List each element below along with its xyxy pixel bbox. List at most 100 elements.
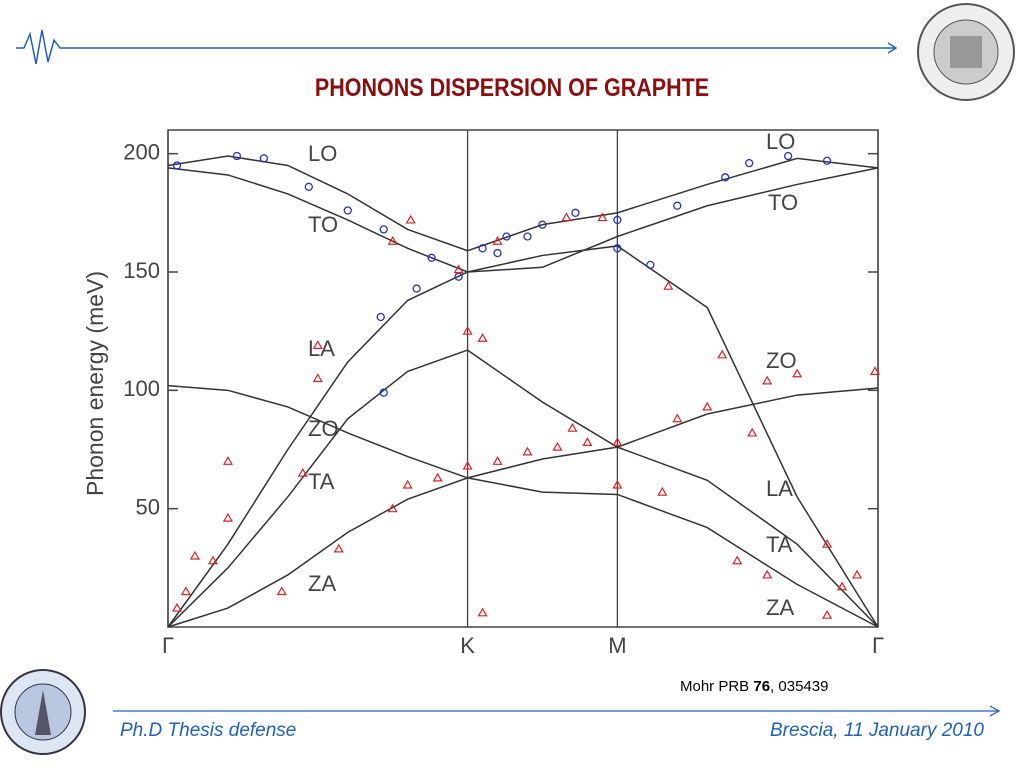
university-logo	[917, 3, 1015, 101]
y-tick-label: 150	[123, 258, 160, 283]
branch-label: LO	[308, 141, 337, 166]
data-point	[762, 569, 773, 579]
y-axis-label: Phonon energy (meV)	[82, 271, 108, 496]
data-point	[732, 555, 743, 565]
y-tick-label: 50	[136, 494, 160, 519]
y-tick-label: 200	[123, 139, 160, 164]
data-point	[673, 201, 682, 210]
data-point	[612, 479, 623, 489]
data-point	[612, 437, 623, 446]
data-point	[477, 333, 488, 342]
data-point	[379, 225, 388, 234]
data-point	[721, 173, 730, 182]
data-point	[333, 543, 344, 553]
dispersion-curve	[167, 245, 879, 628]
branch-label: ZA	[766, 595, 794, 620]
slide-title: PHONONS DISPERSION OF GRAPHTE	[314, 74, 710, 102]
data-point	[171, 602, 183, 612]
data-point	[672, 413, 683, 423]
data-point	[343, 206, 352, 215]
data-point	[783, 151, 793, 161]
dispersion-curve	[167, 387, 879, 628]
data-point	[207, 555, 218, 565]
data-point	[477, 607, 488, 617]
y-tick-label: 100	[123, 376, 160, 401]
data-point	[822, 156, 832, 165]
data-point	[312, 373, 323, 383]
data-point	[376, 312, 385, 322]
data-point	[492, 456, 503, 465]
footer-left: Ph.D Thesis defense	[120, 720, 297, 741]
footer-right: Brescia, 11 January 2010	[769, 720, 984, 741]
data-point	[478, 244, 487, 253]
data-point	[387, 236, 398, 245]
branch-label: ZA	[308, 571, 336, 596]
data-point	[189, 550, 200, 560]
data-point	[492, 236, 503, 245]
data-point	[427, 253, 436, 262]
data-point	[567, 422, 578, 432]
citation: Mohr PRB 76, 035439	[680, 678, 828, 695]
data-point	[379, 388, 388, 397]
data-point	[582, 437, 593, 446]
data-point	[222, 512, 233, 522]
data-point	[745, 158, 754, 168]
header-arrow	[887, 42, 898, 54]
branch-label: LO	[766, 129, 795, 154]
data-point	[571, 208, 580, 217]
data-point	[432, 472, 443, 482]
data-point	[462, 325, 473, 335]
data-point	[747, 427, 758, 437]
branch-label: TA	[308, 469, 335, 494]
citation-volume: 76	[753, 678, 771, 695]
data-point	[762, 375, 773, 385]
data-point	[297, 467, 308, 477]
data-point	[702, 401, 713, 411]
data-point	[402, 479, 413, 489]
x-tick-label: M	[608, 633, 626, 658]
data-point	[597, 212, 608, 222]
data-point	[822, 538, 833, 548]
branch-label: TO	[308, 212, 338, 237]
data-point	[222, 456, 233, 465]
data-point	[493, 248, 502, 258]
data-point	[412, 284, 421, 293]
data-point	[613, 215, 622, 225]
data-point	[552, 441, 563, 451]
citation-text: Mohr PRB	[680, 678, 754, 695]
footer-arrow	[989, 705, 1001, 717]
data-point	[276, 586, 287, 596]
data-point	[646, 260, 655, 270]
x-tick-label: Γ	[162, 633, 174, 658]
header-line	[16, 29, 895, 65]
data-point	[657, 486, 668, 496]
data-point	[837, 581, 848, 591]
dispersion-curve	[167, 384, 879, 628]
data-point	[822, 609, 833, 619]
department-logo	[0, 669, 86, 755]
data-point	[312, 340, 323, 349]
data-point	[232, 151, 242, 161]
data-point	[613, 244, 622, 253]
x-tick-label: K	[460, 633, 475, 658]
dispersion-curve	[167, 349, 879, 628]
data-point	[172, 161, 182, 170]
branch-label: TO	[768, 190, 798, 215]
data-point	[717, 349, 728, 359]
data-point	[792, 368, 803, 378]
branch-label: TA	[766, 532, 793, 557]
data-point	[502, 232, 511, 241]
data-point	[523, 232, 532, 241]
data-point	[538, 220, 547, 229]
citation-text: , 035439	[770, 678, 829, 695]
data-point	[387, 503, 398, 513]
data-point	[259, 154, 269, 163]
branch-label: ZO	[766, 348, 797, 373]
data-point	[851, 569, 863, 579]
data-point	[453, 264, 464, 274]
dispersion-curve	[167, 167, 879, 273]
x-tick-label: Γ	[872, 633, 884, 658]
